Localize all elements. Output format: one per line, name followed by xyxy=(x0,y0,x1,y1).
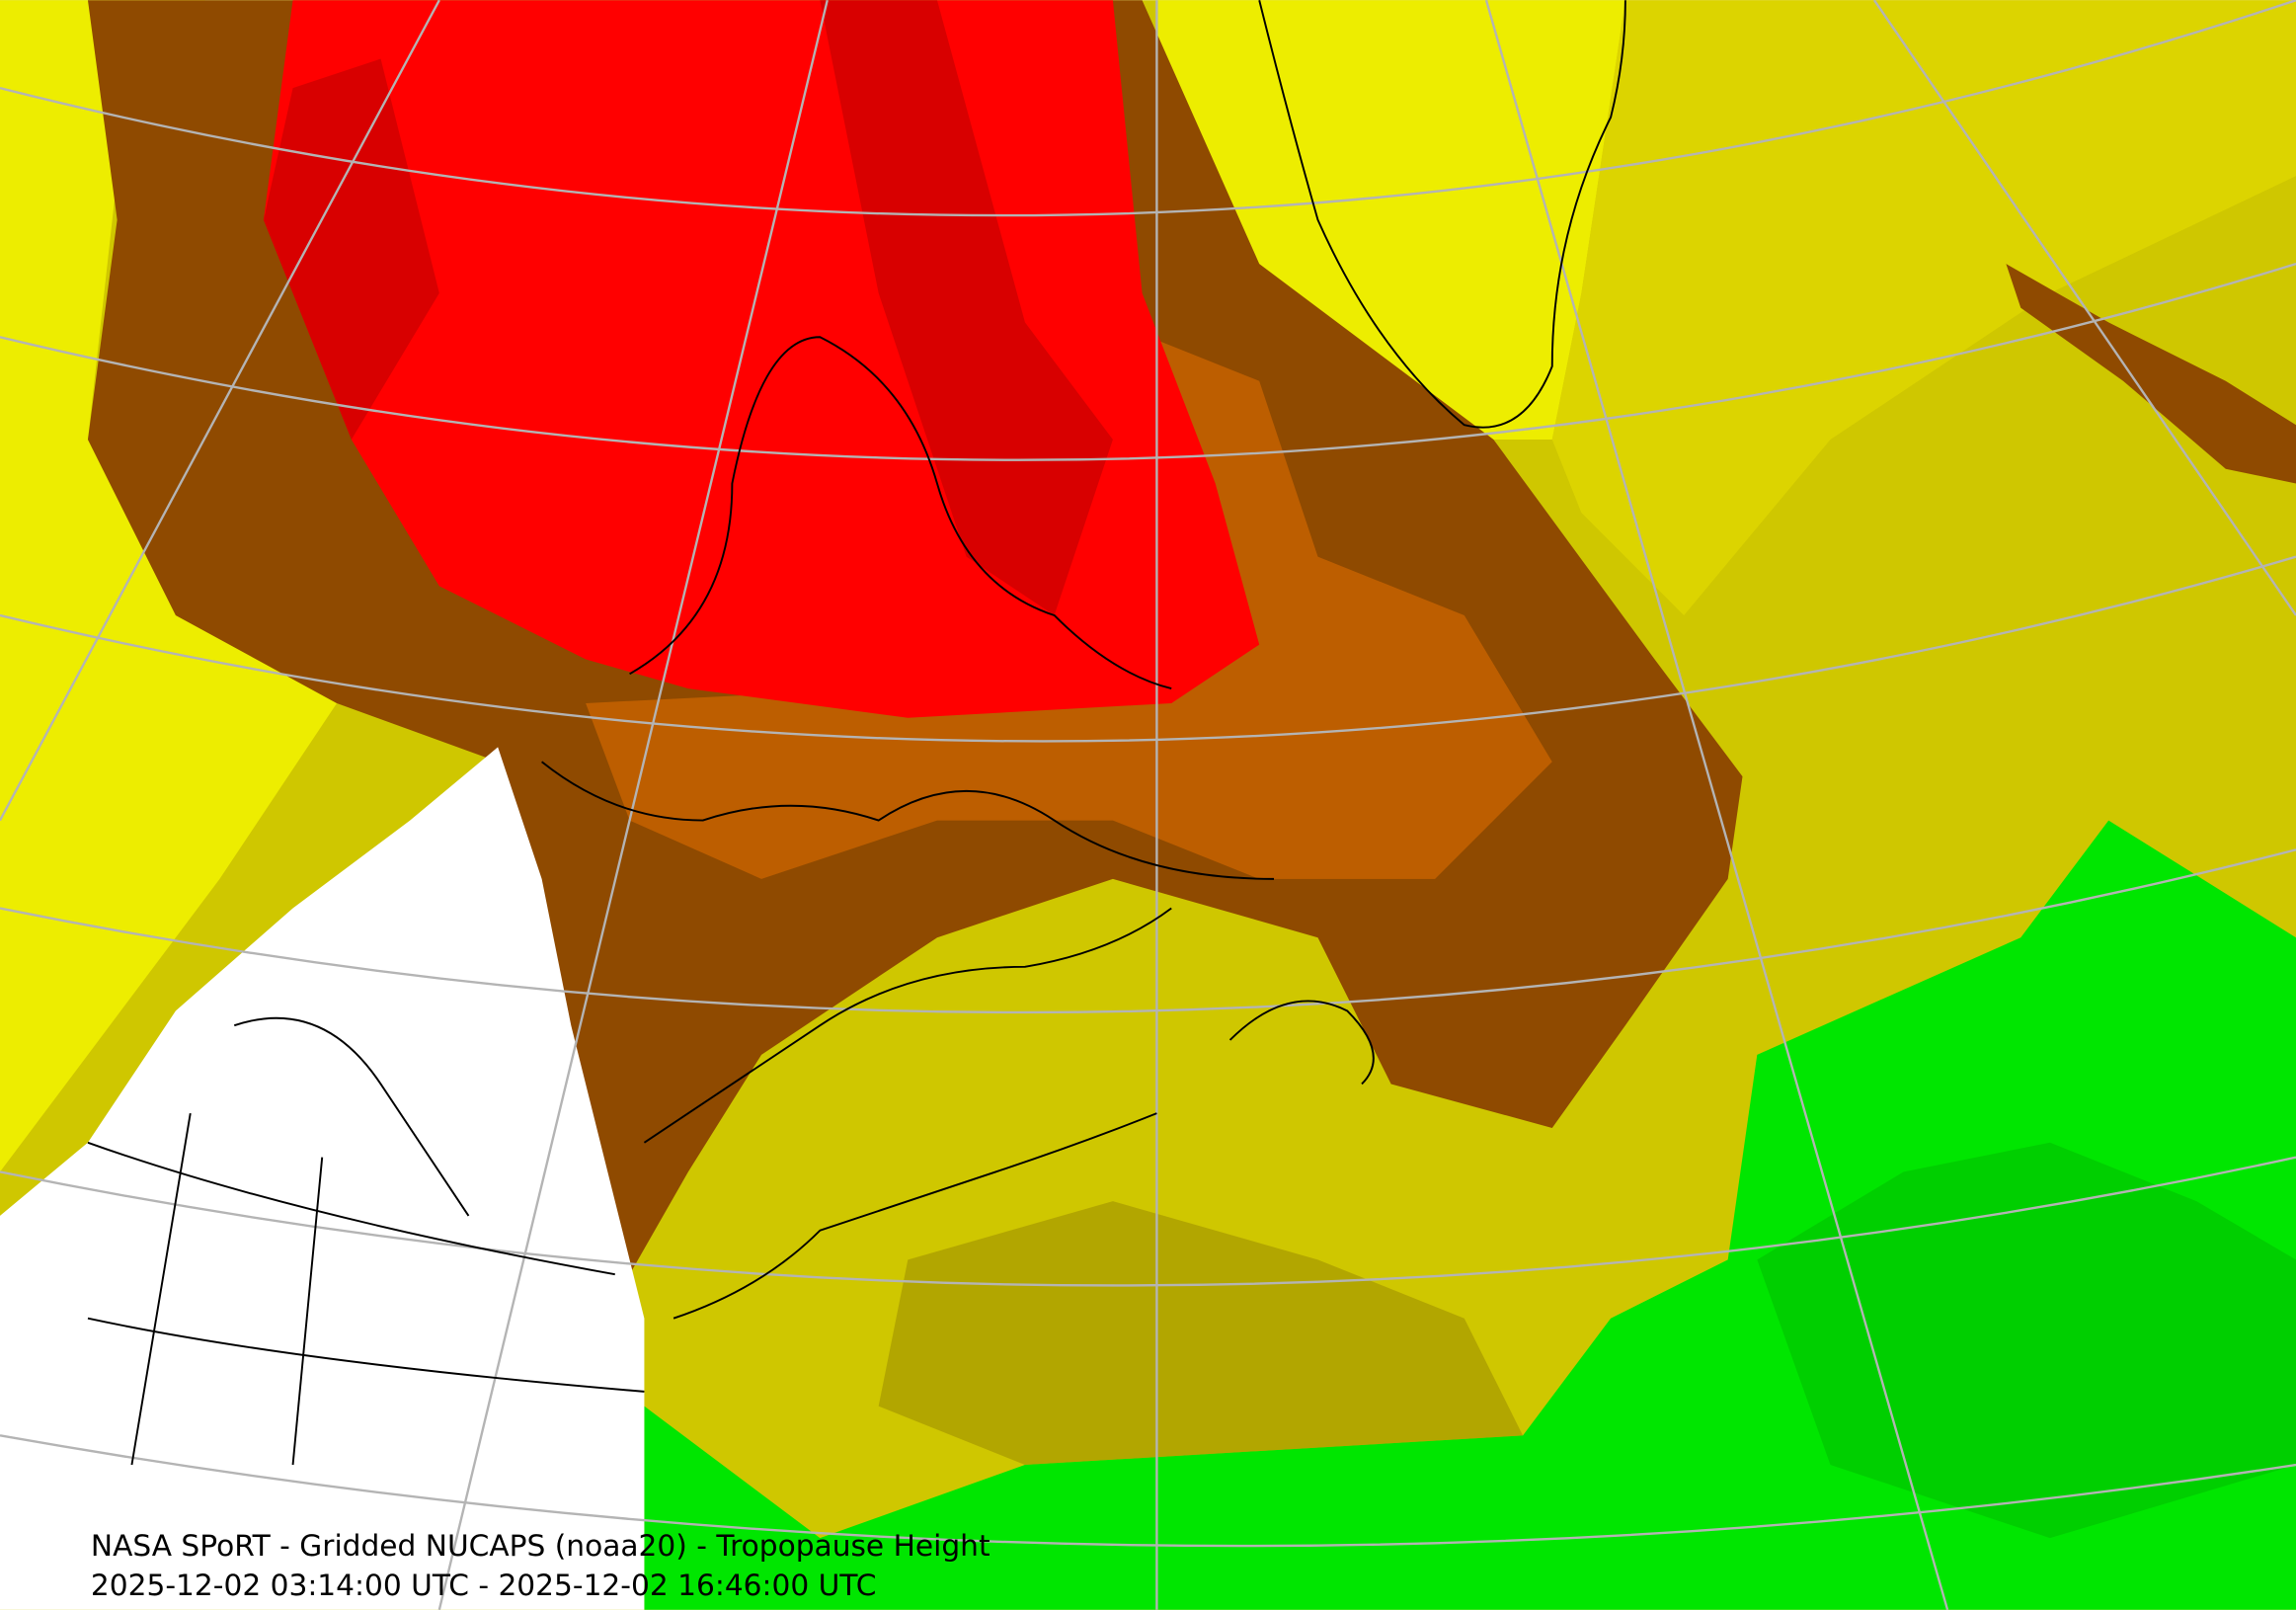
caption-time-range: 2025-12-02 03:14:00 UTC - 2025-12-02 16:… xyxy=(91,1568,877,1602)
field-yellow-west xyxy=(0,0,338,1172)
meridian xyxy=(0,0,440,822)
latitude-line xyxy=(0,262,2296,461)
coastlines xyxy=(87,0,1626,1466)
coastline xyxy=(541,761,1275,880)
field-dark-green xyxy=(1757,1142,2296,1539)
no-data-area xyxy=(0,747,645,1610)
field-yellow-north xyxy=(1156,0,1625,441)
coastline xyxy=(1258,0,1626,429)
latitude-line xyxy=(0,555,2296,743)
field-dark-red xyxy=(263,0,1113,615)
coastline xyxy=(643,907,1172,1144)
field-olive xyxy=(878,1201,1524,1465)
caption-title: NASA SPoRT - Gridded NUCAPS (noaa20) - T… xyxy=(91,1528,990,1563)
latitude-line xyxy=(0,848,2296,1014)
coastline xyxy=(1228,1000,1375,1086)
coastline xyxy=(629,336,1172,690)
coastline xyxy=(673,1112,1157,1320)
field-brown-streak xyxy=(2006,264,2296,484)
meridian xyxy=(1484,0,1949,1610)
meridian xyxy=(1872,0,2296,616)
state-lines xyxy=(87,1016,645,1466)
meridian xyxy=(437,0,829,1610)
latitude-line xyxy=(0,1156,2296,1287)
latitude-line xyxy=(0,1434,2296,1548)
field-yellow-northeast xyxy=(1551,0,2296,615)
